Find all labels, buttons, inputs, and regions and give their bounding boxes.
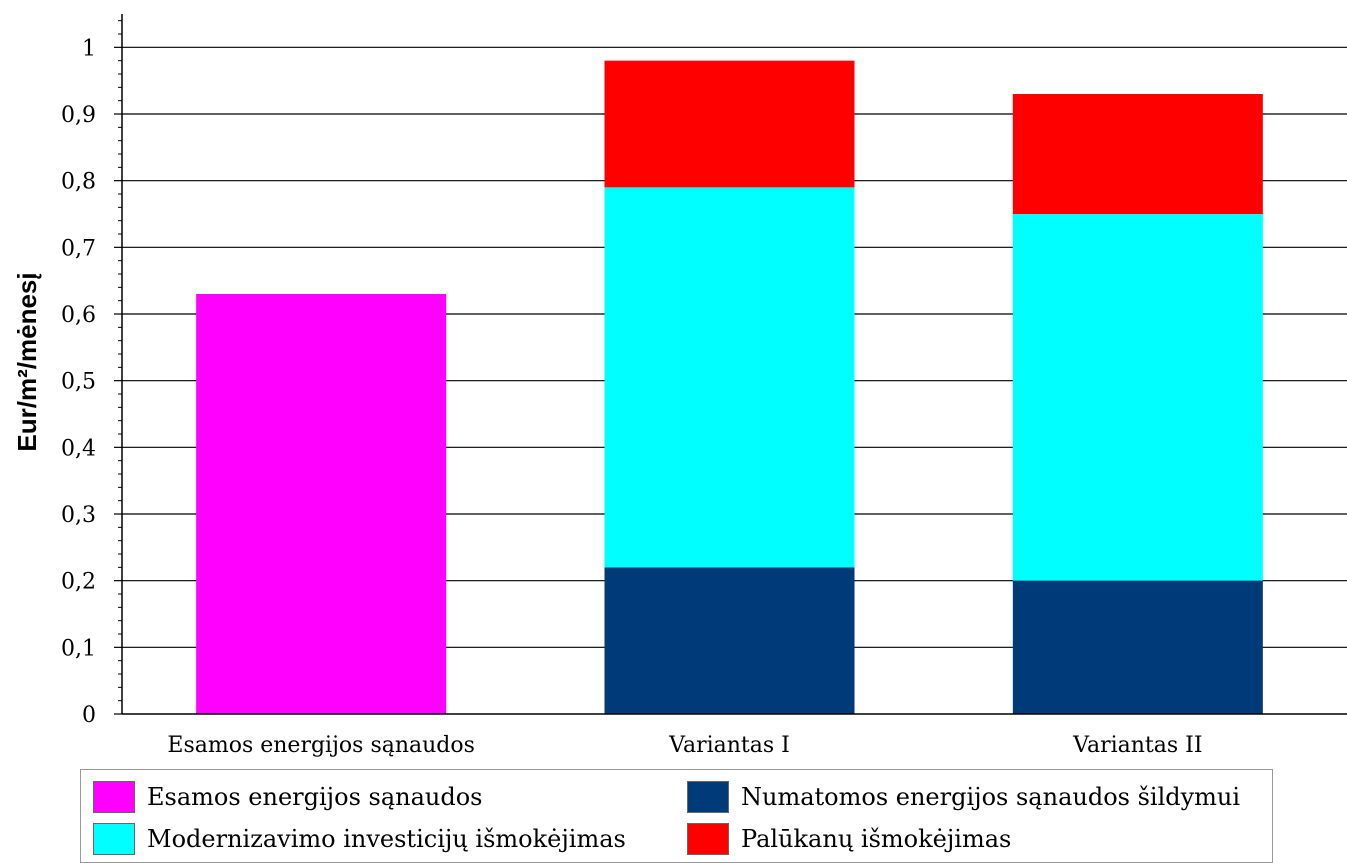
legend-item-palukanu: Palūkanų išmokėjimas: [687, 820, 1011, 858]
bar-1-series-1: [604, 567, 855, 714]
y-tick-label-4: 0,4: [61, 436, 96, 461]
bar-0-series-0: [196, 294, 447, 714]
bar-2-series-3: [1012, 94, 1263, 214]
legend-label-modernizavimo: Modernizavimo investicijų išmokėjimas: [147, 825, 626, 853]
bar-2-series-1: [1012, 580, 1263, 714]
legend-item-numatomos: Numatomos energijos sąnaudos šildymui: [687, 778, 1240, 816]
bar-2-series-2: [1012, 214, 1263, 581]
x-category-label-2: Variantas II: [1072, 733, 1202, 758]
y-tick-label-3: 0,3: [61, 503, 96, 528]
y-tick-label-2: 0,2: [61, 570, 96, 595]
axis-layer: 0 0,1 0,2 0,3 0,4 0,5 0,6 0,7 0,8 0,9 1 Esamos ener…: [61, 14, 1347, 758]
y-tick-label-0: 0: [82, 703, 96, 728]
y-tick-label-6: 0,6: [61, 303, 96, 328]
bar-1-series-2: [604, 187, 855, 568]
y-axis-label: Eur/m²/mėnesį: [12, 272, 42, 451]
chart-svg: 0 0,1 0,2 0,3 0,4 0,5 0,6 0,7 0,8 0,9 1 Esamos ener…: [12, 14, 1347, 758]
y-tick-label-7: 0,7: [61, 236, 96, 261]
y-tick-label-1: 0,1: [61, 636, 96, 661]
bar-1-series-3: [604, 60, 855, 188]
legend-swatch-esamos: [93, 781, 135, 813]
chart-legend: Esamos energijos sąnaudos Numatomos ener…: [80, 769, 1273, 863]
legend-label-palukanu: Palūkanų išmokėjimas: [741, 825, 1012, 853]
y-tick-label-9: 0,9: [61, 103, 96, 128]
x-category-label-0: Esamos energijos sąnaudos: [167, 733, 475, 758]
legend-swatch-numatomos: [687, 781, 729, 813]
legend-label-numatomos: Numatomos energijos sąnaudos šildymui: [741, 783, 1241, 811]
x-category-label-1: Variantas I: [668, 733, 790, 758]
legend-label-esamos: Esamos energijos sąnaudos: [147, 783, 483, 811]
y-tick-label-10: 1: [82, 36, 96, 61]
legend-item-modernizavimo: Modernizavimo investicijų išmokėjimas: [93, 820, 626, 858]
bars-layer: [196, 60, 1263, 714]
y-tick-label-8: 0,8: [61, 170, 96, 195]
legend-swatch-palukanu: [687, 823, 729, 855]
legend-swatch-modernizavimo: [93, 823, 135, 855]
legend-item-esamos: Esamos energijos sąnaudos: [93, 778, 482, 816]
y-tick-label-5: 0,5: [61, 370, 96, 395]
